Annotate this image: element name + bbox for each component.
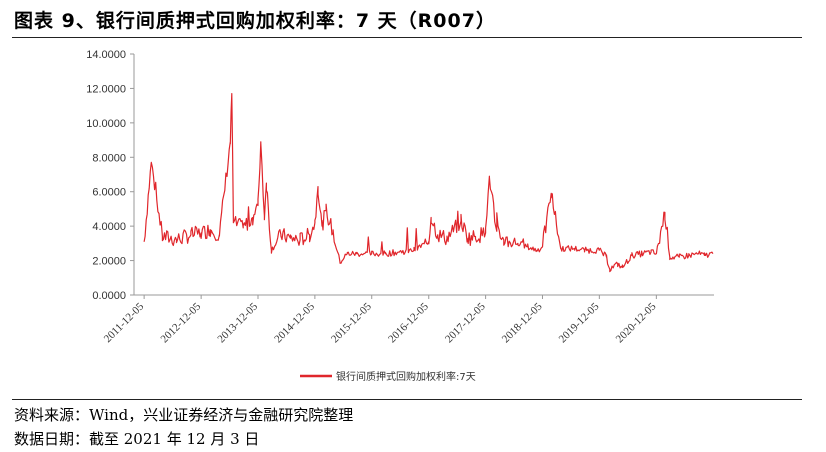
x-tick-label: 2017-12-05: [443, 300, 488, 345]
series-line-r007: [143, 92, 714, 273]
x-tick-label: 2012-12-05: [158, 300, 203, 345]
y-axis: 0.0000 2.0000 4.0000 6.0000 8.0000 10.0000 12.…: [86, 49, 135, 302]
y-tick-label: 8.0000: [92, 152, 126, 164]
x-tick-label: 2011-12-05: [102, 300, 147, 345]
y-tick-label: 4.0000: [92, 221, 126, 233]
legend-label: 银行间质押式回购加权利率:7天: [336, 370, 476, 383]
legend: 银行间质押式回购加权利率:7天: [300, 370, 476, 383]
chart-title: 图表 9、银行间质押式回购加权利率：7 天（R007）: [14, 10, 496, 32]
y-tick-label: 0.0000: [92, 290, 126, 302]
x-axis: 2011-12-05 2012-12-05 2013-12-05 2014-12-05…: [102, 294, 714, 345]
plot-area: [143, 92, 714, 273]
x-tick-label: 2015-12-05: [329, 300, 374, 345]
y-tick-label: 14.0000: [86, 49, 126, 61]
top-divider: [12, 37, 802, 38]
x-tick-label: 2014-12-05: [272, 300, 317, 345]
x-tick-label: 2019-12-05: [557, 300, 602, 345]
source-note: 资料来源：Wind，兴业证券经济与金融研究院整理: [14, 406, 354, 424]
y-tick-label: 2.0000: [92, 256, 126, 268]
y-tick-label: 12.0000: [86, 83, 126, 95]
y-tick-label: 10.0000: [86, 118, 126, 130]
x-tick-label: 2020-12-05: [614, 300, 659, 345]
x-tick-label: 2016-12-05: [386, 300, 431, 345]
x-tick-label: 2013-12-05: [215, 300, 260, 345]
bottom-divider: [12, 399, 802, 400]
date-note: 数据日期：截至 2021 年 12 月 3 日: [14, 430, 260, 448]
y-tick-label: 6.0000: [92, 187, 126, 199]
x-tick-label: 2018-12-05: [500, 300, 545, 345]
